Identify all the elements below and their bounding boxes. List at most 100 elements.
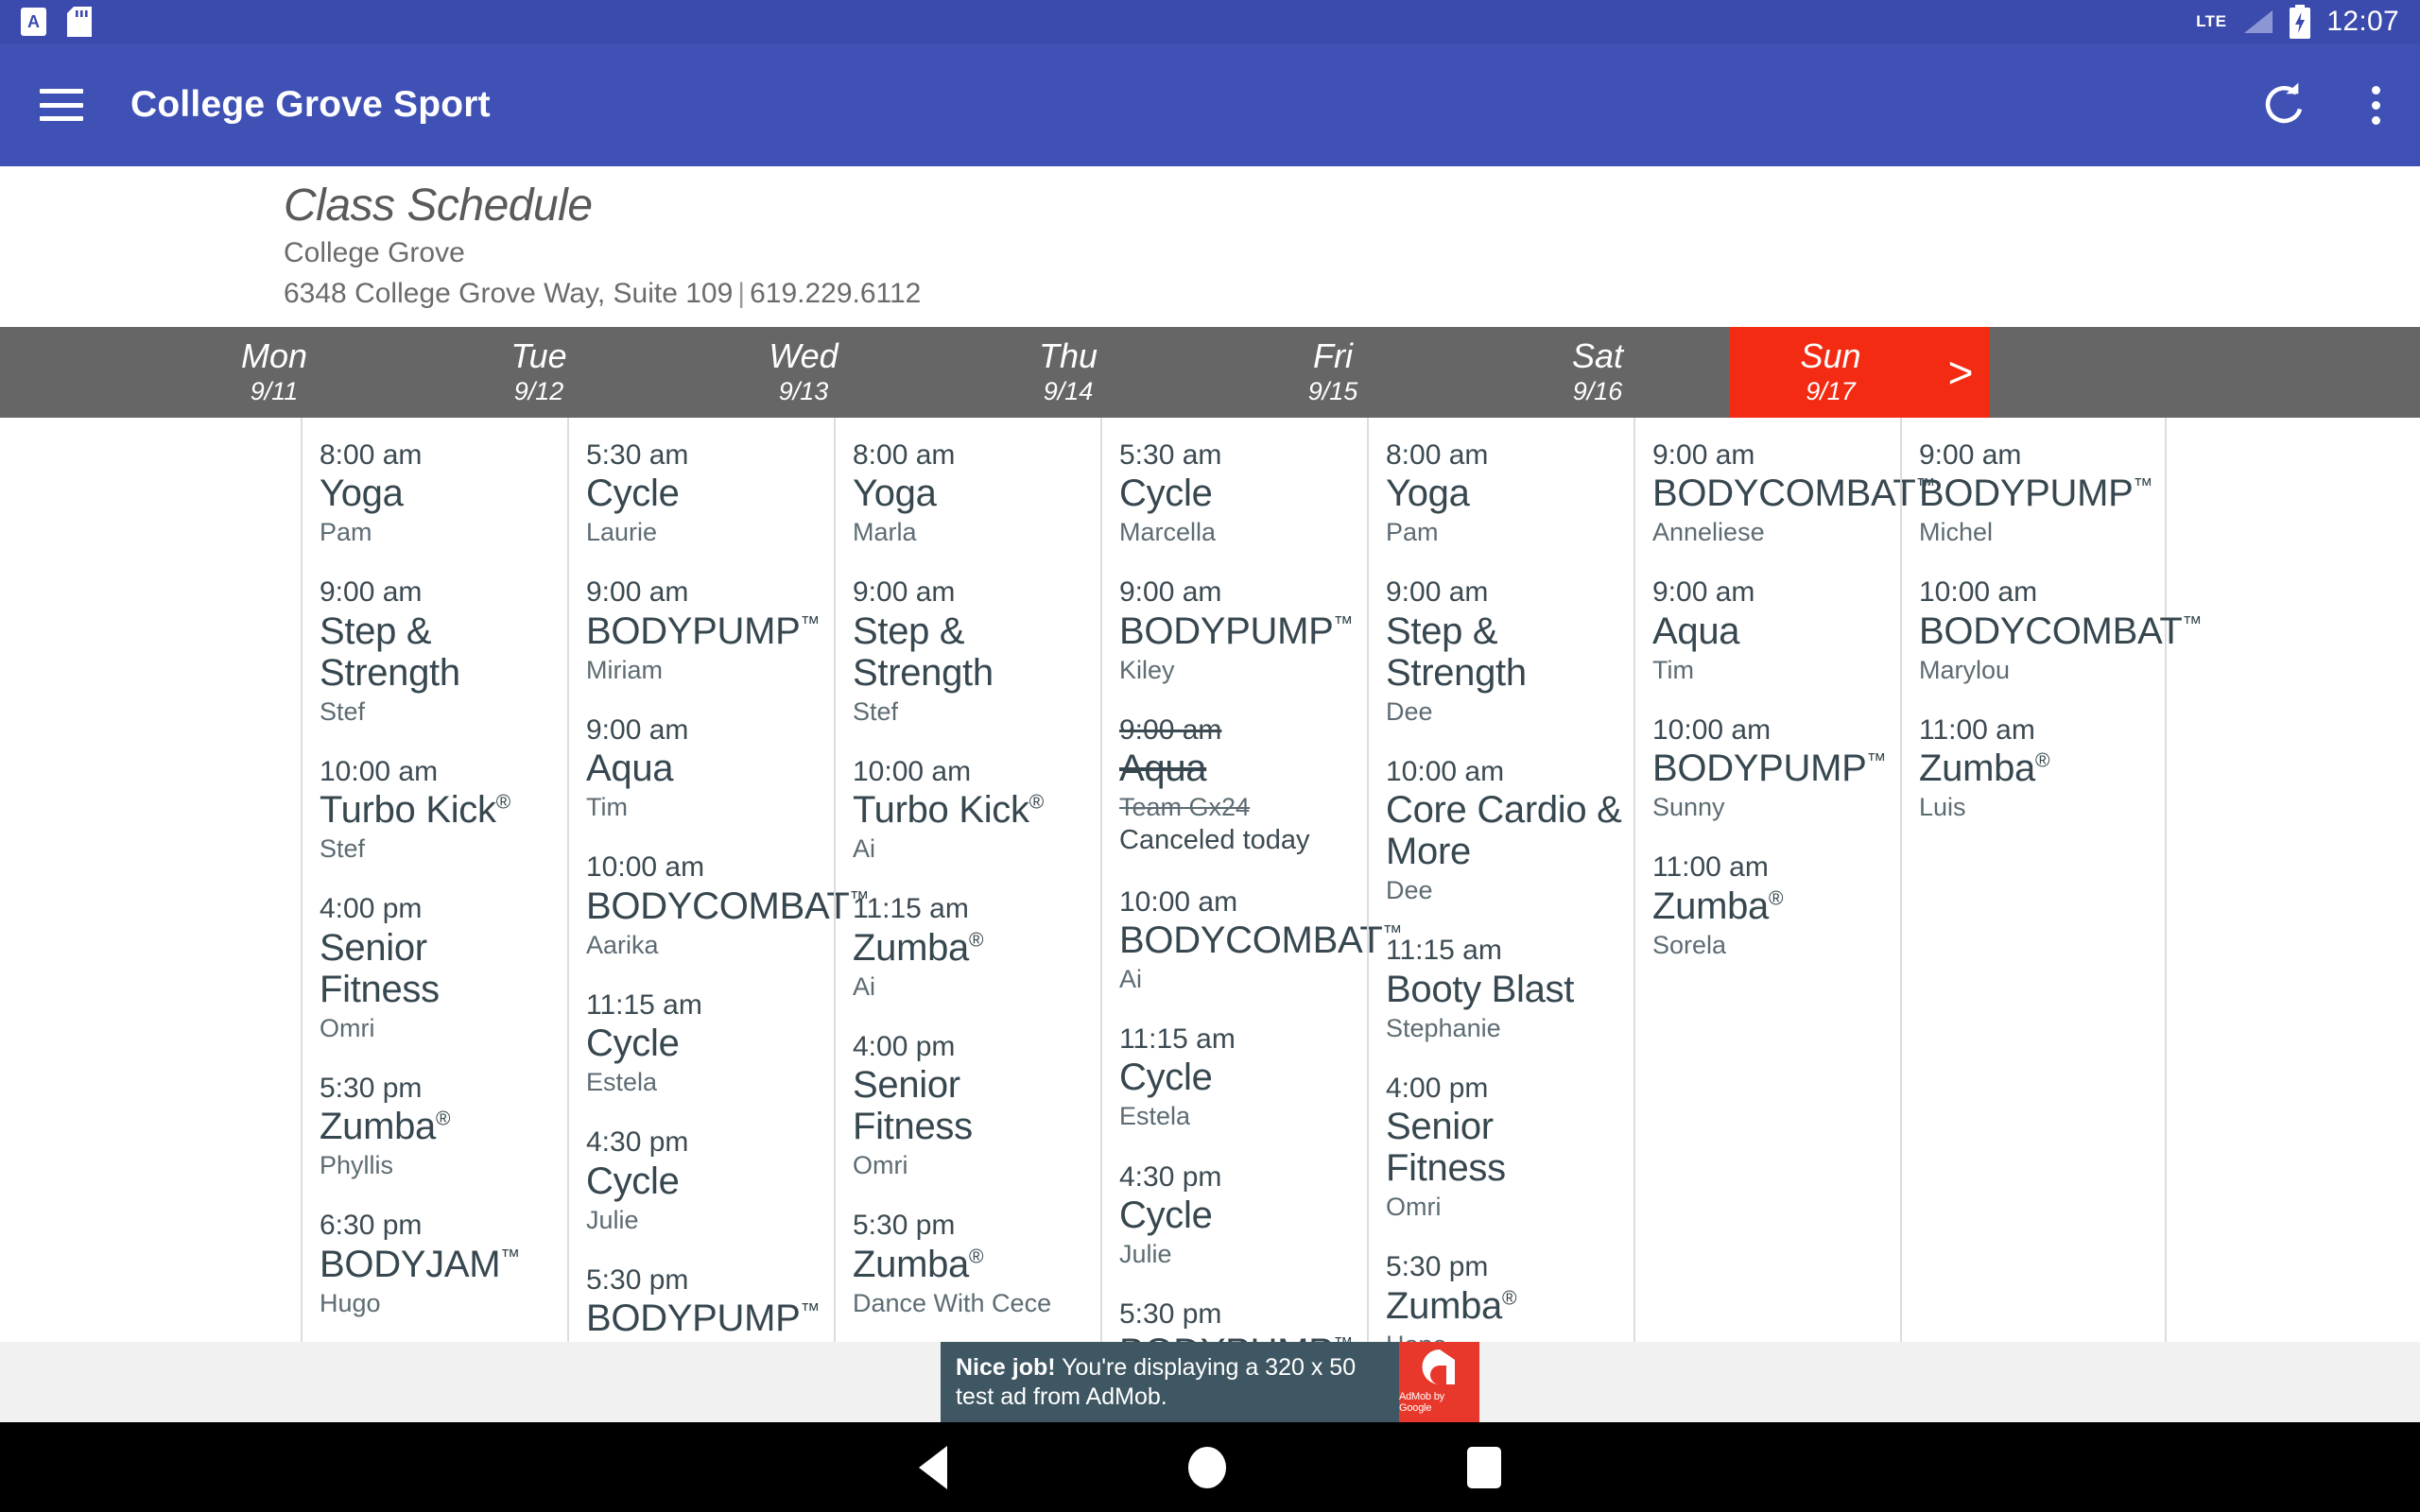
- class-name-text: Zumba: [1652, 885, 1769, 927]
- day-tab-date: 9/17: [1806, 377, 1856, 406]
- status-bar-left-icons: A: [21, 7, 92, 37]
- refresh-icon[interactable]: [2260, 80, 2309, 129]
- class-name-text: BODYCOMBAT: [1119, 919, 1383, 962]
- class-entry[interactable]: 9:00 am BODYCOMBAT™ Anneliese: [1652, 438, 1936, 547]
- class-entry[interactable]: 11:00 am Zumba® Sorela: [1652, 850, 1889, 959]
- keyboard-a-icon: A: [21, 8, 46, 36]
- class-name-trademark: ™: [1334, 1334, 1354, 1342]
- class-entry[interactable]: 9:00 am Step & Strength Stef: [853, 576, 1089, 726]
- class-name-trademark: ®: [2035, 749, 2050, 772]
- address-separator: |: [737, 278, 746, 310]
- admob-glyph-icon: [1422, 1349, 1455, 1384]
- admob-caption: AdMob by Google: [1399, 1391, 1444, 1414]
- class-time: 9:00 am: [586, 576, 689, 609]
- class-name: Core Cardio & More: [1386, 789, 1622, 872]
- class-entry[interactable]: 11:15 am Zumba® Ai: [853, 892, 1089, 1001]
- class-entry[interactable]: 10:00 am BODYCOMBAT™ Marylou: [1919, 576, 2203, 684]
- class-name-text: Zumba: [853, 926, 969, 969]
- class-name-trademark: ™: [1915, 475, 1936, 498]
- sd-card-icon: [67, 7, 92, 37]
- class-entry[interactable]: 5:30 am Cycle Marcella: [1119, 438, 1356, 547]
- class-name-trademark: ®: [436, 1108, 451, 1130]
- class-entry[interactable]: 10:00 am BODYCOMBAT™ Ai: [1119, 885, 1403, 994]
- class-name: Zumba®: [853, 927, 1089, 969]
- class-time: 10:00 am: [853, 755, 972, 787]
- class-name-trademark: ™: [1382, 921, 1403, 944]
- class-entry[interactable]: 5:30 pmBODYPUMP™Leti: [586, 1263, 822, 1342]
- day-tab-fri[interactable]: Fri 9/15: [1201, 327, 1465, 418]
- class-entry[interactable]: 9:00 am BODYPUMP™ Kiley: [1119, 576, 1356, 684]
- day-tab-tue[interactable]: Tue 9/12: [406, 327, 671, 418]
- day-tab-name: Sat: [1571, 335, 1624, 375]
- class-name-text: Turbo Kick: [320, 789, 496, 832]
- class-time: 4:00 pm: [853, 1030, 956, 1062]
- class-entry[interactable]: 4:00 pm Senior Fitness Omri: [853, 1030, 1089, 1180]
- class-entry[interactable]: 9:00 am BODYPUMP™ Michel: [1919, 438, 2153, 547]
- class-time: 9:00 am: [1652, 576, 1755, 609]
- class-entry[interactable]: 11:00 am Zumba® Luis: [1919, 713, 2153, 822]
- next-week-arrow[interactable]: >: [1931, 327, 1990, 418]
- class-entry[interactable]: 10:00 am Core Cardio & More Dee: [1386, 755, 1622, 905]
- recents-button[interactable]: [1467, 1446, 1501, 1488]
- day-tab-date: 9/13: [778, 377, 829, 406]
- class-entry[interactable]: 9:00 am Aqua Tim: [586, 713, 822, 822]
- class-entry[interactable]: 5:30 pm Zumba® Dance With Cece: [853, 1209, 1089, 1317]
- class-entry[interactable]: 6:30 pm BODYJAM™ Hugo: [320, 1209, 556, 1317]
- class-entry[interactable]: 4:00 pm Senior Fitness Omri: [320, 892, 556, 1042]
- class-entry[interactable]: 8:00 am Yoga Pam: [320, 438, 556, 547]
- class-entry[interactable]: 4:30 pm Cycle Julie: [586, 1125, 822, 1234]
- class-instructor: Dance With Cece: [853, 1288, 1052, 1317]
- club-address: 6348 College Grove Way, Suite 109: [284, 278, 734, 310]
- back-button[interactable]: [919, 1445, 947, 1489]
- class-entry[interactable]: 10:00 am BODYCOMBAT™ Aarika: [586, 850, 870, 959]
- class-entry[interactable]: 4:30 pm Cycle Julie: [1119, 1160, 1356, 1269]
- class-entry[interactable]: 11:15 am Cycle Estela: [1119, 1022, 1356, 1131]
- class-name: Zumba®: [1652, 885, 1889, 927]
- class-entry[interactable]: 9:00 am Aqua Tim: [1652, 576, 1889, 684]
- app-bar-actions: [2260, 80, 2380, 129]
- class-entry[interactable]: 11:15 am Cycle Estela: [586, 988, 822, 1097]
- class-entry[interactable]: 9:00 am Aqua Team Gx24 Canceled today: [1119, 713, 1356, 857]
- class-entry[interactable]: 5:30 am Cycle Laurie: [586, 438, 822, 547]
- class-entry[interactable]: 8:00 am Yoga Pam: [1386, 438, 1622, 547]
- day-tab-sat[interactable]: Sat 9/16: [1465, 327, 1730, 418]
- class-entry[interactable]: 10:00 am Turbo Kick® Stef: [320, 755, 556, 864]
- home-button[interactable]: [1188, 1446, 1226, 1488]
- class-time: 9:00 am: [1919, 439, 2022, 471]
- class-name: BODYCOMBAT™: [1919, 610, 2203, 652]
- class-entry[interactable]: 5:30 pm Zumba® Phyllis: [320, 1072, 556, 1180]
- class-name-text: Step & Strength: [320, 610, 460, 694]
- class-time: 11:15 am: [586, 988, 702, 1021]
- class-name-text: BODYPUMP: [586, 610, 801, 652]
- class-entry[interactable]: 8:00 am Yoga Marla: [853, 438, 1089, 547]
- schedule-grid: 8:00 am Yoga Pam 9:00 am Step & Strength Stef…: [0, 418, 2420, 1342]
- class-entry[interactable]: 10:00 am Turbo Kick® Ai: [853, 755, 1089, 864]
- class-name-text: BODYCOMBAT: [1652, 472, 1916, 515]
- battery-charging-icon: [2290, 5, 2311, 39]
- class-name-text: BODYPUMP: [1652, 747, 1867, 790]
- day-tab-date: 9/16: [1572, 377, 1623, 406]
- club-phone: 619.229.6112: [750, 278, 922, 310]
- class-name: Booty Blast: [1386, 969, 1622, 1010]
- class-entry[interactable]: 4:00 pm Senior Fitness Omri: [1386, 1072, 1622, 1222]
- class-entry[interactable]: 10:00 am BODYPUMP™ Sunny: [1652, 713, 1889, 822]
- day-tab-sun[interactable]: Sun 9/17: [1730, 327, 1931, 442]
- overflow-menu-icon[interactable]: [2372, 85, 2380, 125]
- class-entry[interactable]: 5:30 pmBODYPUMP™Sara V: [1119, 1297, 1356, 1342]
- class-time: 5:30 am: [586, 439, 689, 471]
- class-instructor: Stef: [320, 696, 366, 726]
- class-time: 8:00 am: [320, 439, 423, 471]
- class-entry[interactable]: 9:00 am BODYPUMP™ Miriam: [586, 576, 822, 684]
- admob-test-ad[interactable]: Nice job! You're displaying a 320 x 50 t…: [941, 1342, 1479, 1422]
- class-instructor: Marylou: [1919, 655, 2011, 684]
- day-tab-wed[interactable]: Wed 9/13: [671, 327, 936, 418]
- class-entry[interactable]: 11:15 am Booty Blast Stephanie: [1386, 934, 1622, 1042]
- day-tab-thu[interactable]: Thu 9/14: [936, 327, 1201, 418]
- day-tab-bar: Mon 9/11 Tue 9/12 Wed 9/13 Thu 9/14 Fri 9/15 Sat 9/…: [0, 327, 2420, 442]
- day-tab-mon[interactable]: Mon 9/11: [142, 327, 406, 418]
- class-entry[interactable]: 9:00 am Step & Strength Stef: [320, 576, 556, 726]
- hamburger-menu-icon[interactable]: [40, 89, 83, 121]
- class-entry[interactable]: 9:00 am Step & Strength Dee: [1386, 576, 1622, 726]
- class-name: Yoga: [1386, 472, 1622, 514]
